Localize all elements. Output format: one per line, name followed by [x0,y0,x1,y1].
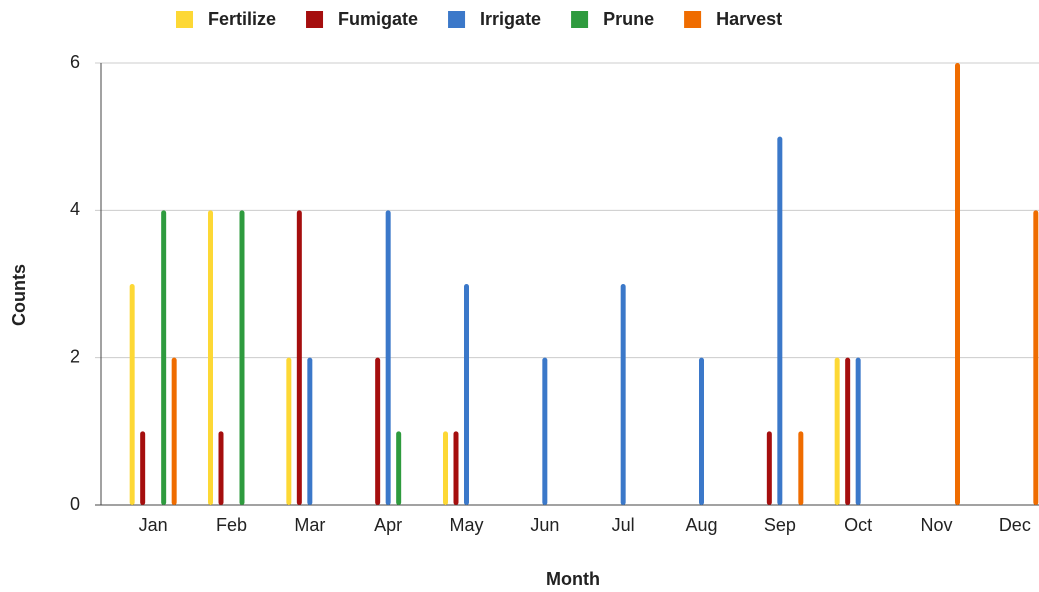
bar [218,431,224,505]
bar [464,284,469,505]
bar [855,357,861,505]
x-tick-label: Aug [685,515,717,535]
bar [286,357,292,505]
y-tick-label: 2 [70,346,80,366]
legend-swatch [176,11,193,28]
bar [1033,210,1039,506]
bar [161,210,167,506]
bar [396,431,402,505]
bar [140,431,146,505]
bar [845,357,851,505]
x-axis-label: Month [546,569,600,589]
legend-label: Irrigate [480,9,541,29]
y-tick-label: 6 [70,52,80,72]
legend-swatch [448,11,466,28]
bar [129,284,135,505]
x-tick-label: Apr [374,515,402,535]
x-tick-label: Nov [920,515,952,535]
bar [307,357,313,505]
x-tick-label: Sep [764,515,796,535]
x-tick-label: Feb [216,515,247,535]
x-tick-label: Jan [139,515,168,535]
bar [296,210,302,506]
legend-label: Prune [603,9,654,29]
bar [443,431,448,505]
x-tick-label: Mar [294,515,325,535]
bar [239,210,245,506]
bar [834,357,840,505]
y-axis-label: Counts [9,264,29,326]
bar [766,431,772,505]
legend-swatch [571,11,589,28]
bar [699,357,704,505]
bar [385,210,391,506]
legend-swatch [684,11,702,28]
bar [777,136,783,505]
y-tick-label: 0 [70,494,80,514]
bar [208,210,213,506]
legend-label: Fumigate [338,9,418,29]
x-tick-label: Jul [612,515,635,535]
legend-swatch [306,11,324,28]
x-tick-label: Dec [999,515,1031,535]
y-tick-label: 4 [70,199,80,219]
bar [375,357,381,505]
x-tick-label: Oct [844,515,872,535]
x-tick-label: May [449,515,483,535]
bar [171,357,177,505]
bar [798,431,804,505]
legend-label: Fertilize [208,9,276,29]
bar [453,431,459,505]
x-tick-label: Jun [530,515,559,535]
bar [955,63,960,505]
bar [620,284,626,505]
bar [542,357,548,505]
legend-label: Harvest [716,9,782,29]
